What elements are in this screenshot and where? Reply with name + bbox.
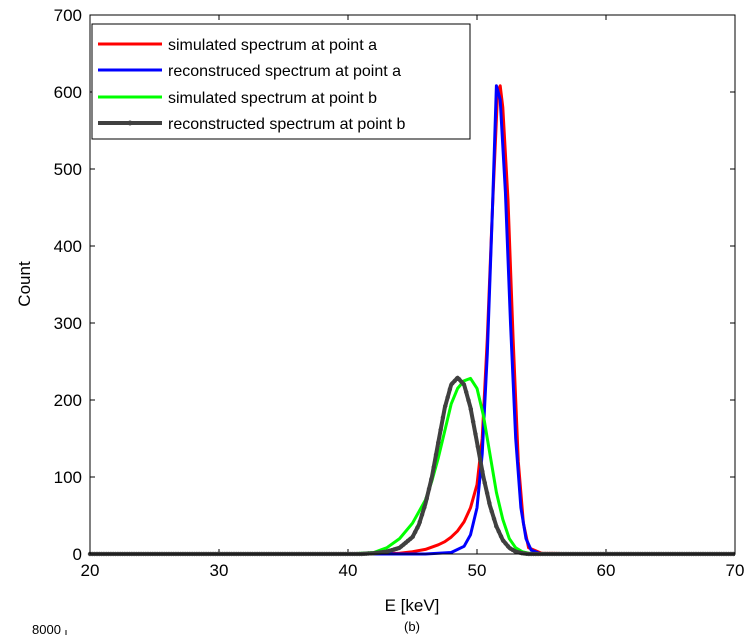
series-4-marker — [415, 525, 420, 530]
panel-label: (b) — [404, 619, 420, 634]
series-4-marker — [461, 382, 466, 387]
x-tick-label: 40 — [339, 561, 358, 580]
series-4-marker — [466, 398, 471, 403]
x-tick-label: 30 — [210, 561, 229, 580]
series-line-2 — [90, 84, 735, 556]
series-4-marker — [487, 501, 492, 506]
legend-entries: simulated spectrum at point a reconstruce… — [98, 37, 406, 133]
y-tick-label: 100 — [54, 468, 82, 487]
legend-label-3: simulated spectrum at point b — [168, 90, 377, 107]
y-tick-label: 0 — [73, 545, 82, 564]
x-tick-label: 70 — [726, 561, 745, 580]
plot-frame — [89, 14, 736, 555]
series-4-marker — [477, 456, 483, 462]
series-4-marker — [410, 534, 415, 539]
series-4-marker — [475, 444, 480, 449]
y-axis-title: Count — [15, 261, 34, 307]
series-group — [87, 84, 736, 557]
legend: simulated spectrum at point a reconstruce… — [91, 23, 471, 140]
series-4-marker — [443, 403, 448, 409]
x-tick-labels: 20 30 40 50 60 70 — [81, 561, 745, 580]
series-4-marker — [498, 534, 504, 539]
series-4-marker — [489, 509, 494, 514]
series-4-marker — [438, 427, 443, 433]
y-tick-label: 400 — [54, 237, 82, 256]
series-4-marker — [470, 419, 476, 424]
series-4-marker — [445, 395, 450, 400]
series-4-marker — [464, 389, 469, 395]
series-4-marker — [447, 387, 453, 392]
legend-label-4: reconstructed spectrum at point b — [168, 116, 406, 133]
y-tick-label: 200 — [54, 391, 82, 410]
series-4-marker — [419, 512, 425, 517]
x-tick-label: 50 — [468, 561, 487, 580]
series-4-marker — [433, 452, 439, 457]
y-tick-label: 500 — [54, 160, 82, 179]
x-tick-label: 20 — [81, 561, 100, 580]
next-chart-top-tick: 8000 — [32, 622, 61, 635]
series-4-marker — [473, 431, 478, 437]
series-4-marker — [429, 477, 434, 482]
x-tick-label: 60 — [597, 561, 616, 580]
x-axis-title: E [keV] — [385, 596, 440, 615]
y-tick-label: 700 — [54, 6, 82, 25]
series-4-marker — [431, 465, 436, 470]
series-4-marker — [422, 505, 427, 510]
next-chart-fragment: 8000 — [32, 622, 67, 635]
series-4-marker — [494, 524, 499, 529]
series-4-marker — [417, 520, 422, 525]
series-4-marker — [436, 440, 441, 445]
series-4-marker — [480, 469, 485, 474]
series-4-marker — [424, 496, 429, 501]
legend-label-1: simulated spectrum at point a — [168, 37, 377, 54]
y-tick-label: 300 — [54, 314, 82, 333]
series-4-marker — [468, 406, 473, 412]
series-4-marker — [484, 490, 490, 496]
legend-marker — [127, 120, 133, 126]
series-4-marker — [482, 480, 487, 485]
series-4-marker — [412, 529, 418, 535]
series-4-marker — [426, 486, 432, 492]
series-4-marker — [496, 529, 501, 534]
y-tick-label: 600 — [54, 83, 82, 102]
y-tick-labels: 0 100 200 300 400 500 600 700 — [54, 6, 82, 564]
series-4-marker — [440, 415, 446, 420]
series-4-marker — [491, 516, 497, 521]
legend-label-2: reconstruced spectrum at point a — [168, 63, 401, 80]
